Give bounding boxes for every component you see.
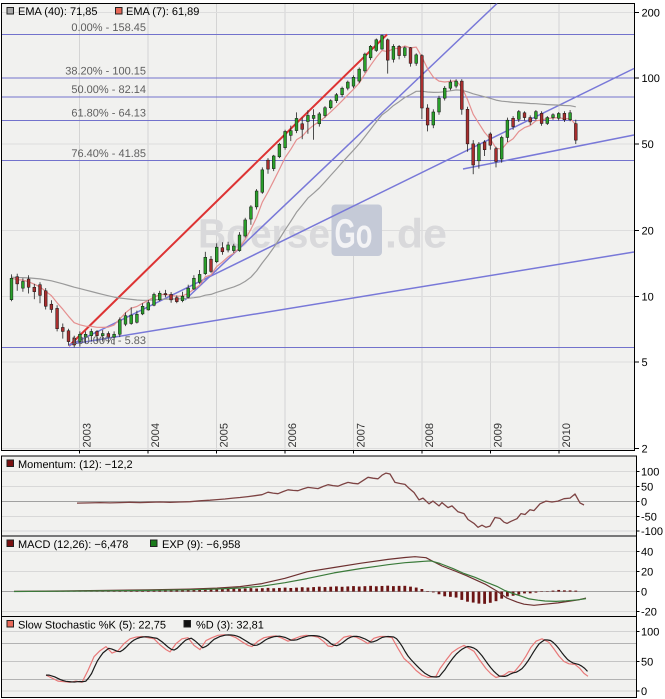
svg-text:38.20% - 100.15: 38.20% - 100.15 [65,66,146,78]
svg-text:-100: -100 [641,526,663,538]
svg-text:100.00% - 5.83: 100.00% - 5.83 [71,335,146,347]
svg-text:2007: 2007 [355,423,367,447]
svg-text:20: 20 [641,567,653,579]
svg-text:61.80% - 64.13: 61.80% - 64.13 [71,108,146,120]
svg-text:5: 5 [642,357,648,369]
svg-text:%D (3): 32,81: %D (3): 32,81 [196,620,264,632]
svg-text:200: 200 [642,8,660,20]
svg-text:2: 2 [642,444,648,456]
svg-text:50: 50 [641,482,653,494]
svg-text:-20: -20 [641,607,657,619]
svg-text:40: 40 [641,547,653,559]
svg-text:Boerse: Boerse [198,211,330,257]
svg-text:2010: 2010 [561,423,573,447]
svg-text:EMA (40): 71,85: EMA (40): 71,85 [18,6,98,18]
svg-text:0.00% - 158.45: 0.00% - 158.45 [71,22,146,34]
svg-text:0: 0 [641,587,647,599]
svg-text:Momentum: (12): −12,2: Momentum: (12): −12,2 [18,459,133,471]
svg-text:100: 100 [642,73,660,85]
svg-text:100: 100 [641,467,659,479]
svg-text:2005: 2005 [218,423,230,447]
svg-text:76.40% - 41.85: 76.40% - 41.85 [71,148,146,160]
svg-text:2008: 2008 [424,423,436,447]
svg-text:2009: 2009 [492,423,504,447]
svg-text:20: 20 [642,226,654,238]
svg-text:Go: Go [335,211,373,257]
svg-text:Slow Stochastic %K (5): 22,75: Slow Stochastic %K (5): 22,75 [18,620,166,632]
svg-text:2006: 2006 [287,423,299,447]
svg-text:10: 10 [642,291,654,303]
svg-text:50: 50 [642,139,654,151]
svg-text:0: 0 [641,686,647,698]
svg-text:2004: 2004 [150,423,162,447]
svg-text:50.00% - 82.14: 50.00% - 82.14 [71,84,146,96]
svg-text:50: 50 [641,657,653,669]
svg-text:MACD (12,26): −6,478: MACD (12,26): −6,478 [18,539,128,551]
svg-text:-50: -50 [641,511,657,523]
svg-text:EMA (7): 61,89: EMA (7): 61,89 [126,6,199,18]
svg-text:.de: .de [385,211,447,257]
svg-text:0: 0 [641,496,647,508]
svg-text:EXP (9): −6,958: EXP (9): −6,958 [162,539,240,551]
svg-text:100: 100 [641,627,659,639]
svg-text:2003: 2003 [81,423,93,447]
